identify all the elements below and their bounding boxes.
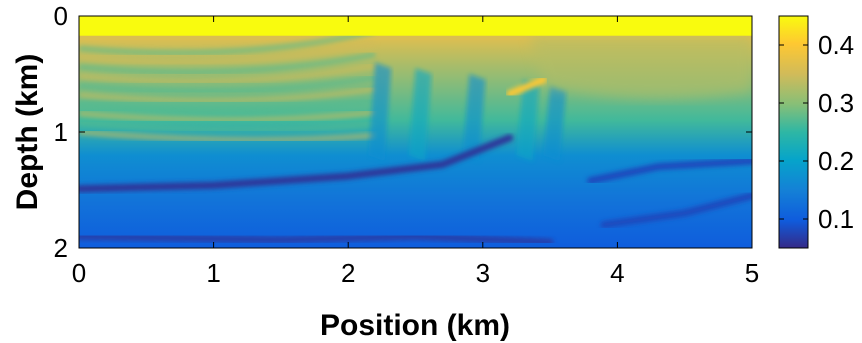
fault-block bbox=[408, 68, 432, 161]
sediment-band bbox=[79, 62, 376, 85]
x-tick-label: 4 bbox=[610, 258, 624, 288]
sediment-band bbox=[79, 97, 376, 114]
sediment-band bbox=[79, 86, 376, 104]
x-tick-label: 5 bbox=[745, 258, 759, 288]
y-axis-ticks: 0 1 2 bbox=[54, 1, 752, 263]
colorbar bbox=[778, 15, 809, 249]
sediment-band bbox=[79, 119, 376, 133]
x-tick-label: 1 bbox=[206, 258, 220, 288]
reflector bbox=[79, 134, 514, 193]
x-axis-ticks: 0 1 2 3 4 5 bbox=[72, 16, 759, 288]
fault-block bbox=[462, 74, 486, 161]
sediment-band bbox=[79, 39, 376, 66]
sediment-band bbox=[79, 51, 376, 75]
right-wedge bbox=[529, 35, 752, 99]
x-tick-label: 3 bbox=[476, 258, 490, 288]
fault-block bbox=[543, 85, 567, 161]
reflector bbox=[79, 232, 554, 246]
y-axis-label: Depth (km) bbox=[11, 54, 44, 211]
colorbar-tick-label: 0.2 bbox=[818, 146, 854, 176]
y-tick-label: 1 bbox=[54, 117, 68, 147]
fault-block bbox=[368, 62, 392, 161]
colorbar-tick-label: 0.1 bbox=[818, 204, 854, 234]
reflector bbox=[586, 157, 752, 185]
x-tick-label: 2 bbox=[341, 258, 355, 288]
colorbar-tick-label: 0.4 bbox=[818, 30, 854, 60]
sediment-band bbox=[79, 74, 376, 94]
sediment-band bbox=[79, 129, 376, 143]
colorbar-tick-label: 0.3 bbox=[818, 88, 854, 118]
x-tick-label: 0 bbox=[72, 258, 86, 288]
heatmap-area bbox=[79, 16, 752, 248]
y-tick-label: 2 bbox=[54, 233, 68, 263]
reflector bbox=[506, 76, 547, 98]
colorbar-ticks: 0.1 0.2 0.3 0.4 bbox=[779, 30, 854, 234]
top-layer bbox=[79, 16, 752, 36]
fault-block bbox=[516, 79, 540, 161]
reflector bbox=[600, 192, 752, 229]
sediment-band bbox=[79, 28, 376, 56]
y-tick-label: 0 bbox=[54, 1, 68, 31]
sediment-band bbox=[79, 109, 376, 124]
x-axis-label: Position (km) bbox=[320, 309, 510, 342]
